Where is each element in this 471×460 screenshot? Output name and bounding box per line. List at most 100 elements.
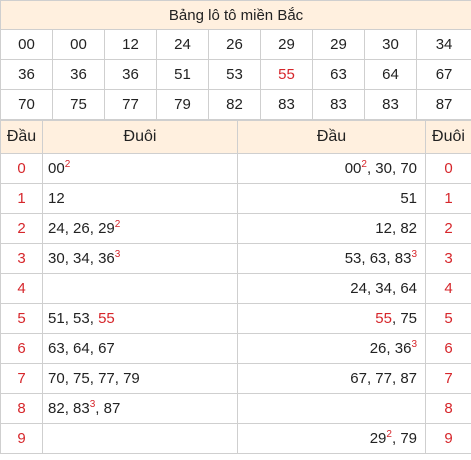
count-superscript: 2: [114, 219, 121, 230]
duoi-values: [42, 273, 238, 304]
number-value: 67: [98, 340, 115, 357]
number-value: 70: [48, 370, 65, 387]
dau-digit: 6: [0, 333, 43, 364]
number-value: 70: [400, 160, 417, 177]
number-value: 29: [369, 430, 387, 447]
dau-values: 002, 30, 70: [237, 153, 426, 184]
number-cell: 36: [52, 59, 105, 90]
number-value: 82: [400, 220, 417, 237]
number-value: 77: [375, 370, 392, 387]
number-cell: 00: [52, 29, 105, 60]
number-row: 00 00 12 24 26 29 29 30 34: [0, 29, 471, 60]
dau-digit: 0: [0, 153, 43, 184]
duoi-digit: 0: [425, 153, 471, 184]
duoi-digit: 6: [425, 333, 471, 364]
duoi-values: 63, 64, 67: [42, 333, 238, 364]
head-tail-row: 6 63, 64, 67 26, 363 6: [0, 333, 471, 364]
number-cell: 77: [104, 89, 157, 120]
dau-values: 26, 363: [237, 333, 426, 364]
dau-digit: 2: [0, 213, 43, 244]
count-superscript: 3: [411, 339, 417, 350]
number-value: 82: [48, 400, 65, 417]
duoi-digit: 9: [425, 423, 471, 454]
duoi-values: 51, 53, 55: [42, 303, 238, 334]
head-tail-row: 2 24, 26, 292 12, 82 2: [0, 213, 471, 244]
number-value: 34: [73, 250, 90, 267]
dau-digit: 9: [0, 423, 43, 454]
dau-digit: 5: [0, 303, 43, 334]
number-value: 24: [48, 220, 65, 237]
number-cell: 83: [312, 89, 365, 120]
number-value: 55: [375, 310, 392, 327]
number-value: 53: [344, 250, 362, 267]
number-cell: 51: [156, 59, 209, 90]
number-value: 64: [73, 340, 90, 357]
number-cell: 34: [415, 29, 471, 60]
number-value: 34: [375, 280, 392, 297]
number-value: 55: [98, 310, 115, 327]
duoi-digit: 1: [425, 183, 471, 214]
number-value: 53: [73, 310, 90, 327]
count-superscript: 3: [411, 249, 417, 260]
number-cell: 12: [104, 29, 157, 60]
number-value: 51: [400, 190, 417, 207]
duoi-header: Đuôi: [42, 120, 238, 154]
number-cell: 82: [208, 89, 261, 120]
duoi-digit: 5: [425, 303, 471, 334]
duoi-digit: 2: [425, 213, 471, 244]
count-superscript: 2: [64, 159, 71, 170]
dau-values: [237, 393, 426, 424]
number-cell: 29: [260, 29, 313, 60]
dau-digit: 3: [0, 243, 43, 274]
dau-values: 24, 34, 64: [237, 273, 426, 304]
number-cell: 79: [156, 89, 209, 120]
head-tail-row: 7 70, 75, 77, 79 67, 77, 87 7: [0, 363, 471, 394]
number-cell: 26: [208, 29, 261, 60]
number-value: 12: [48, 190, 65, 207]
dau-digit: 1: [0, 183, 43, 214]
number-value: 75: [400, 310, 417, 327]
number-cell: 53: [208, 59, 261, 90]
dau-values: 12, 82: [237, 213, 426, 244]
number-value: 12: [375, 220, 392, 237]
dau-values: 51: [237, 183, 426, 214]
number-value: 29: [98, 220, 115, 237]
dau-digit: 7: [0, 363, 43, 394]
count-superscript: 2: [361, 159, 367, 170]
table-title: Bảng lô tô miền Bắc: [0, 0, 471, 30]
number-value: 83: [73, 400, 90, 417]
dau-values: 55, 75: [237, 303, 426, 334]
dau-values: 53, 63, 833: [237, 243, 426, 274]
duoi-values: 24, 26, 292: [42, 213, 238, 244]
number-cell: 00: [0, 29, 53, 60]
number-cell: 36: [0, 59, 53, 90]
number-value: 26: [73, 220, 90, 237]
number-value: 64: [400, 280, 417, 297]
dau-header-right: Đầu: [237, 120, 426, 154]
head-tail-row: 0 002 002, 30, 70 0: [0, 153, 471, 184]
duoi-values: 12: [42, 183, 238, 214]
number-row: 70 75 77 79 82 83 83 83 87: [0, 89, 471, 120]
number-value: 79: [123, 370, 140, 387]
number-value: 30: [48, 250, 65, 267]
duoi-digit: 8: [425, 393, 471, 424]
number-value: 51: [48, 310, 65, 327]
number-value: 36: [98, 250, 115, 267]
duoi-values: 82, 833, 87: [42, 393, 238, 424]
head-tail-row: 9 292, 79 9: [0, 423, 471, 454]
number-value: 63: [369, 250, 387, 267]
dau-values: 67, 77, 87: [237, 363, 426, 394]
number-cell: 70: [0, 89, 53, 120]
number-value: 26: [369, 340, 387, 357]
number-cell: 64: [364, 59, 417, 90]
number-row: 36 36 36 51 53 55 63 64 67: [0, 59, 471, 90]
count-superscript: 3: [89, 399, 96, 410]
duoi-values: 002: [42, 153, 238, 184]
head-tail-row: 3 30, 34, 363 53, 63, 833 3: [0, 243, 471, 274]
duoi-values: [42, 423, 238, 454]
duoi-header-right: Đuôi: [425, 120, 471, 154]
number-cell: 24: [156, 29, 209, 60]
number-cell: 29: [312, 29, 365, 60]
number-cell: 30: [364, 29, 417, 60]
